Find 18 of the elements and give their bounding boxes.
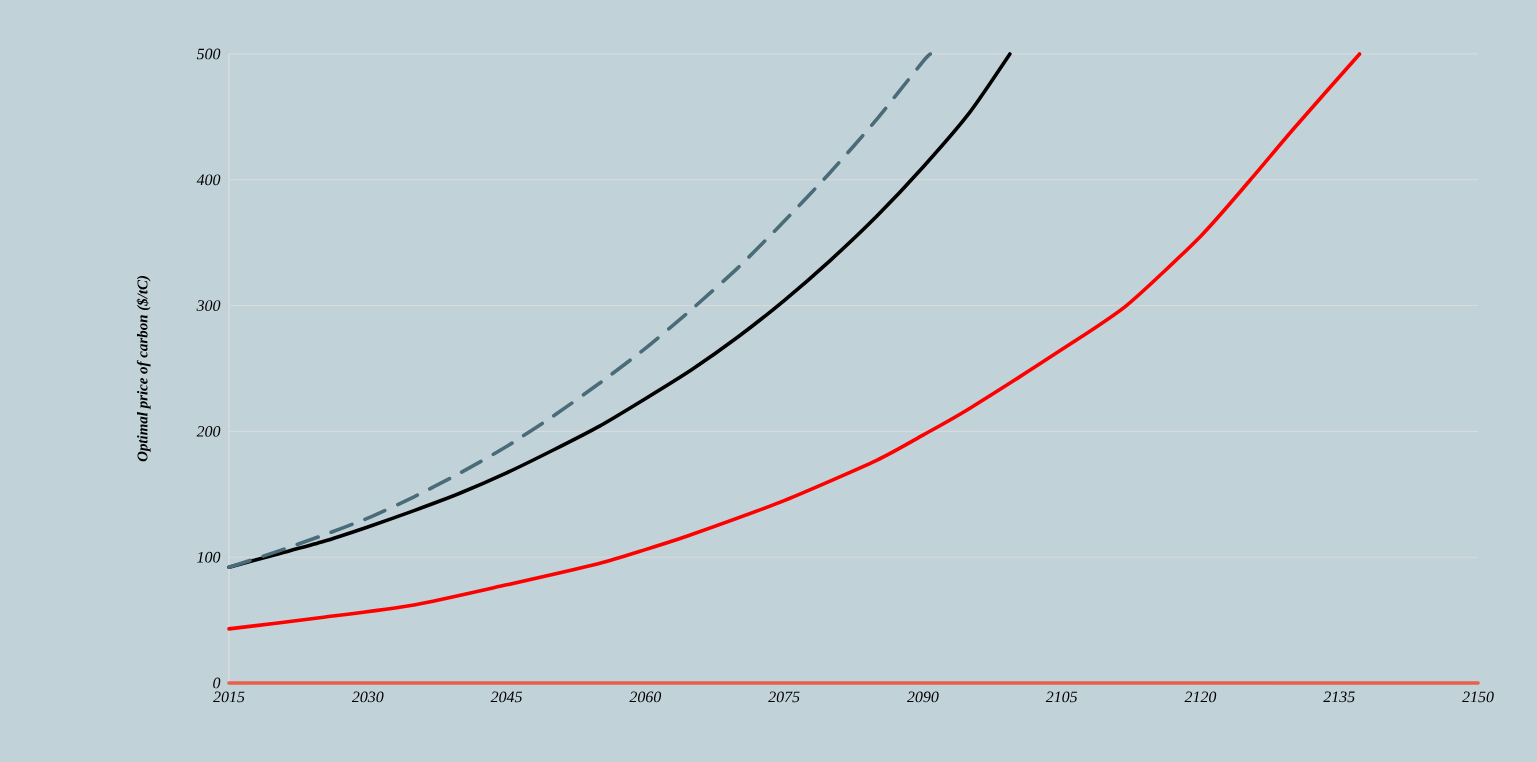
x-tick-label: 2075: [768, 691, 800, 703]
x-tick-label: 2135: [1323, 691, 1355, 703]
y-tick-label: 500: [196, 48, 221, 60]
y-tick-label: 300: [196, 300, 221, 311]
x-tick-label: 2120: [1184, 691, 1217, 703]
x-tick-label: 2015: [213, 691, 245, 703]
x-tick-label: 2150: [1462, 691, 1494, 703]
y-axis-title: Optimal price of carbon ($/tC): [136, 276, 151, 462]
y-tick-label: 100: [197, 551, 221, 563]
x-tick-label: 2105: [1045, 691, 1078, 703]
y-tick-label: 400: [196, 174, 221, 186]
x-tick-label: 2090: [906, 691, 939, 703]
y-tick-label: 0: [213, 677, 221, 689]
line-series: [227, 52, 1362, 631]
x-tick-label: 2045: [490, 691, 523, 703]
x-tick-label: 2060: [629, 691, 662, 703]
y-tick-label: 200: [196, 426, 221, 437]
x-tick-label: 2030: [351, 691, 384, 703]
